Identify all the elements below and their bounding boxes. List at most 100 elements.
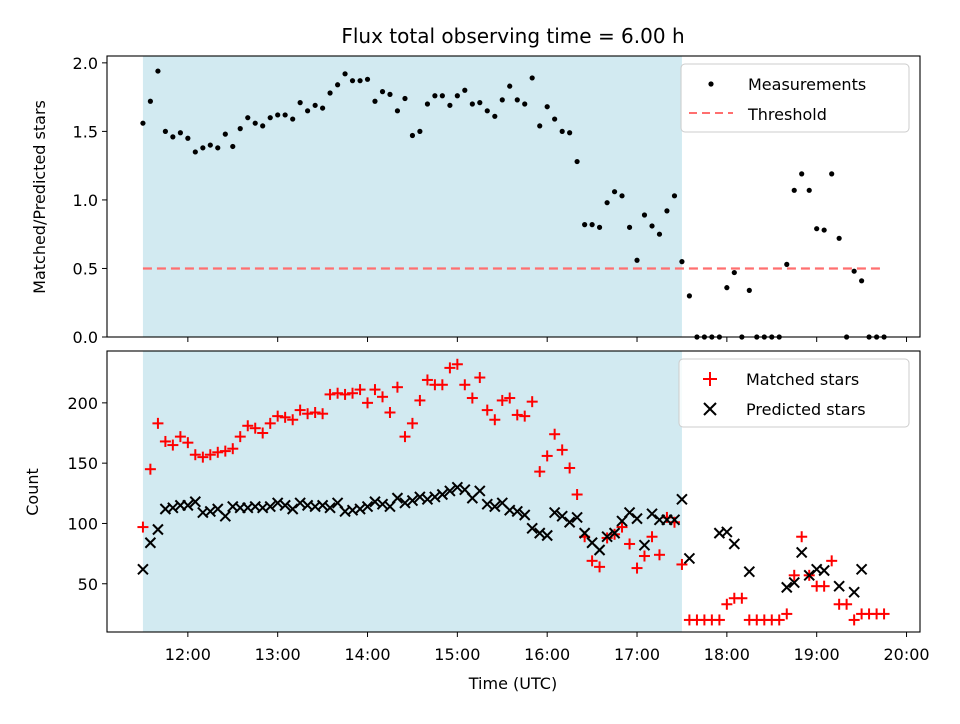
matched-star-point [826, 555, 838, 567]
measurement-point [327, 90, 333, 96]
predicted-star-point [444, 485, 456, 497]
predicted-star-point [848, 586, 860, 598]
measurement-point [604, 200, 610, 206]
matched-star-point [167, 439, 179, 451]
matched-star-point [399, 431, 411, 443]
bottom-x-ticks: 12:00 13:00 14:00 15:00 16:00 17:00 18:00 19:00… [165, 632, 930, 664]
predicted-star-point [474, 485, 486, 497]
measurement-point [185, 135, 191, 141]
matched-star-point [137, 521, 149, 533]
top-data-layer [140, 68, 887, 340]
measurement-point [192, 149, 198, 155]
matched-star-point [189, 449, 201, 461]
measurement-point [230, 143, 236, 150]
predicted-star-point [781, 581, 793, 594]
measurement-point [297, 100, 303, 106]
predicted-star-point [728, 538, 741, 550]
predicted-star-point [294, 497, 306, 509]
x-tick-label: 18:00 [704, 645, 750, 664]
matched-star-point [264, 417, 276, 429]
matched-star-point [227, 443, 239, 455]
matched-star-point [624, 538, 636, 550]
x-tick-label: 20:00 [883, 645, 929, 664]
bottom-y-tick-label: 50 [78, 575, 98, 594]
measurement-point [245, 115, 251, 121]
measurement-point [424, 101, 431, 107]
predicted-star-point [519, 509, 531, 521]
predicted-star-point [391, 492, 404, 504]
matched-star-point [586, 555, 598, 567]
measurement-point [439, 93, 445, 99]
bottom-legend-frame [678, 358, 910, 428]
matched-star-point [302, 408, 314, 420]
legend-predicted-marker [703, 402, 717, 416]
predicted-star-point [271, 497, 284, 509]
measurement-point [312, 102, 318, 108]
matched-star-point [182, 437, 194, 449]
top-legend-frame [680, 63, 910, 133]
x-tick-label: 13:00 [255, 645, 301, 664]
legend-threshold-label: Threshold [747, 105, 827, 124]
matched-star-point [234, 431, 246, 443]
measurement-point [799, 171, 805, 177]
predicted-star-point [279, 499, 291, 512]
measurement-point [290, 116, 296, 122]
measurement-point [342, 71, 348, 77]
measurement-point [851, 268, 857, 274]
predicted-star-point [631, 512, 643, 525]
predicted-star-point [593, 544, 606, 556]
predicted-star-point [264, 500, 276, 513]
measurement-point [724, 285, 730, 291]
panel-counts: 50 100 150 200 12:00 13:00 14:00 15:00 16:00 17:… [23, 350, 930, 693]
matched-star-point [317, 408, 329, 420]
matched-star-point [421, 374, 433, 386]
x-tick-label: 14:00 [344, 645, 390, 664]
matched-star-point [526, 396, 538, 408]
predicted-star-point [144, 537, 157, 549]
bottom-legend: Matched stars Predicted stars [678, 358, 910, 428]
top-y-tick-label: 2.0 [73, 54, 98, 73]
measurement-point [304, 108, 311, 114]
matched-star-point [406, 417, 418, 429]
predicted-star-point [376, 498, 389, 510]
measurement-point [469, 101, 475, 107]
matched-star-point [676, 558, 688, 570]
top-x-ticks [187, 337, 908, 342]
measurement-point [364, 76, 371, 82]
measurement-point [619, 193, 625, 199]
bottom-shade-layer [142, 351, 682, 632]
top-y-tick-label: 0.0 [73, 328, 98, 347]
predicted-star-point [369, 496, 381, 508]
predicted-star-point [721, 526, 733, 538]
predicted-star-point [451, 481, 464, 493]
matched-star-point [272, 410, 284, 422]
matched-star-point [638, 550, 650, 562]
measurement-point [162, 128, 168, 134]
predicted-star-point [534, 527, 546, 539]
predicted-star-point [316, 499, 329, 512]
predicted-star-point [436, 488, 449, 501]
measurement-point [537, 123, 543, 129]
measurement-point [402, 95, 408, 102]
matched-star-point [736, 592, 748, 604]
predicted-star-point [668, 514, 681, 526]
measurement-point [567, 130, 573, 136]
matched-star-point [534, 466, 546, 478]
predicted-star-point [818, 564, 830, 577]
bottom-y-axis-label: Count [23, 468, 42, 516]
x-tick-label: 12:00 [165, 645, 211, 664]
x-tick-label: 16:00 [524, 645, 570, 664]
matched-star-point [332, 387, 344, 399]
measurement-point [357, 78, 363, 84]
measurement-point [320, 105, 326, 111]
measurement-point [492, 113, 498, 119]
measurement-point [215, 145, 221, 151]
measurement-point [514, 97, 520, 103]
measurement-point [746, 287, 752, 293]
measurement-point [829, 171, 835, 177]
predicted-star-point [676, 493, 688, 506]
measurement-point [544, 104, 550, 110]
predicted-star-point [421, 493, 434, 506]
measurement-point [582, 222, 588, 228]
matched-star-point [279, 411, 291, 423]
